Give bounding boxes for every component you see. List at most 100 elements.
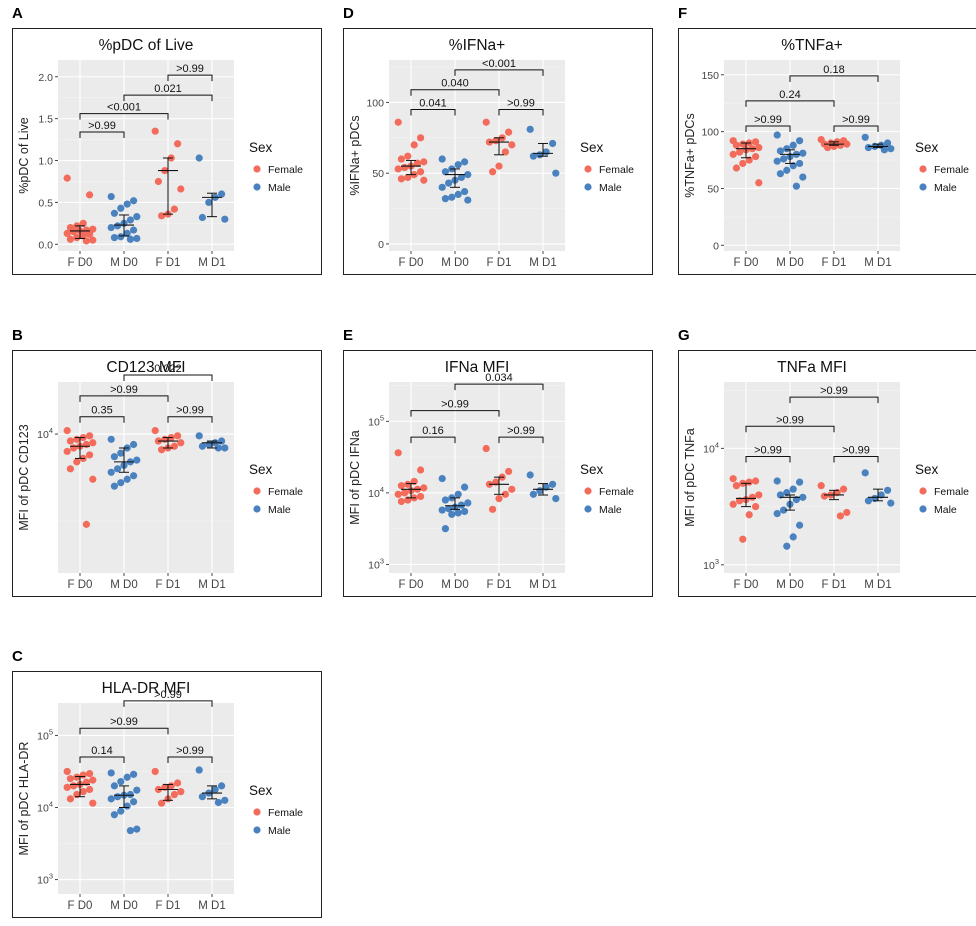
legend-female-marker [584,487,592,495]
data-point [549,139,557,148]
legend-title: Sex [580,462,604,477]
data-point [464,171,472,179]
data-point [73,233,81,242]
data-point [729,500,737,508]
legend-male-label: Male [934,182,957,194]
data-point [461,507,469,516]
data-point [495,495,503,503]
data-point [552,495,560,503]
data-point [817,482,825,490]
comparison-bracket [410,410,500,417]
data-point [89,236,97,244]
data-point [438,183,446,191]
data-point [843,140,851,148]
data-point [167,782,175,790]
comparison-bracket [79,756,125,764]
data-point [133,234,141,243]
data-point [417,492,425,501]
panel-c-y-axis-label: MFI of pDC HLA-DR [17,742,31,856]
legend-female-label: Female [268,807,303,819]
data-point [107,795,115,803]
p-value-label: <0.001 [107,102,141,114]
x-tick-label: M D1 [864,579,891,591]
data-point [752,477,760,485]
data-point [508,485,516,493]
legend-male-marker [584,505,592,513]
data-point [82,520,90,528]
data-point [86,191,94,199]
data-point [73,435,81,443]
p-value-label: >0.99 [110,716,138,728]
comparison-bracket [410,109,456,116]
data-point [89,776,97,784]
data-point [198,213,206,222]
panel-f-title: %TNFa+ [781,37,843,54]
data-point [66,465,74,473]
data-point [840,485,848,493]
panel-b-legend: Sex Female Male [249,462,303,516]
panel-a-legend: Sex Female Male [249,140,303,194]
comparison-bracket [498,109,544,116]
comparison-bracket [833,125,879,132]
data-point [170,790,178,799]
data-point [495,162,503,170]
comparison-bracket [123,94,213,102]
data-point [123,475,131,483]
comparison-bracket [745,100,835,107]
data-point [401,489,409,497]
data-point [438,155,446,163]
data-point [123,200,131,208]
legend-female-label: Female [268,486,303,498]
y-tick-label: 104 [368,485,384,500]
panel-f-gridlines [724,60,900,251]
panel-label-d: D [343,5,354,22]
data-point [482,444,490,453]
data-point [107,468,115,476]
data-point [887,499,895,507]
data-point [501,148,509,156]
panel-f-y-axis-label: %TNFa+ pDCs [683,113,697,197]
y-tick-label: 105 [37,727,53,742]
panel-b-title: CD123 MFI [106,359,185,376]
data-point [404,173,412,182]
data-point [457,501,465,509]
p-value-label: >0.99 [441,399,469,411]
p-value-label: >0.99 [507,425,535,437]
legend-male-label: Male [268,182,291,194]
data-point [783,489,791,497]
data-point [394,490,402,498]
legend-female-marker [253,165,261,173]
data-point [130,770,138,778]
data-point [780,506,788,514]
data-point [441,168,449,176]
panel-label-b: B [12,327,23,344]
data-point [397,175,405,183]
data-point [110,233,118,242]
p-value-label: 0.24 [779,89,800,101]
y-tick-label: 104 [703,440,719,455]
data-point [783,166,791,174]
data-point [211,785,219,794]
panel-g-legend: Sex Female Male [915,462,969,516]
y-tick-label: 0.0 [38,239,53,251]
data-point [177,185,185,193]
data-point [505,467,513,476]
x-tick-label: M D0 [441,257,468,269]
data-point [107,769,115,777]
data-point [214,444,222,452]
comparison-bracket [789,396,879,404]
x-tick-label: F D1 [156,579,181,591]
panel-b-plot-area [58,382,234,573]
panel-c-gridlines [58,703,234,894]
p-value-label: >0.99 [820,385,848,397]
p-value-label: >0.99 [176,405,204,417]
p-value-label: 0.16 [422,425,443,437]
legend-title: Sex [580,140,604,155]
x-tick-label: F D1 [487,579,512,591]
p-value-label: >0.99 [176,63,204,75]
legend-title: Sex [249,140,273,155]
legend-male-marker [253,826,261,834]
p-value-label: >0.99 [754,114,782,126]
y-tick-label: 103 [703,557,719,572]
data-point [489,505,497,513]
